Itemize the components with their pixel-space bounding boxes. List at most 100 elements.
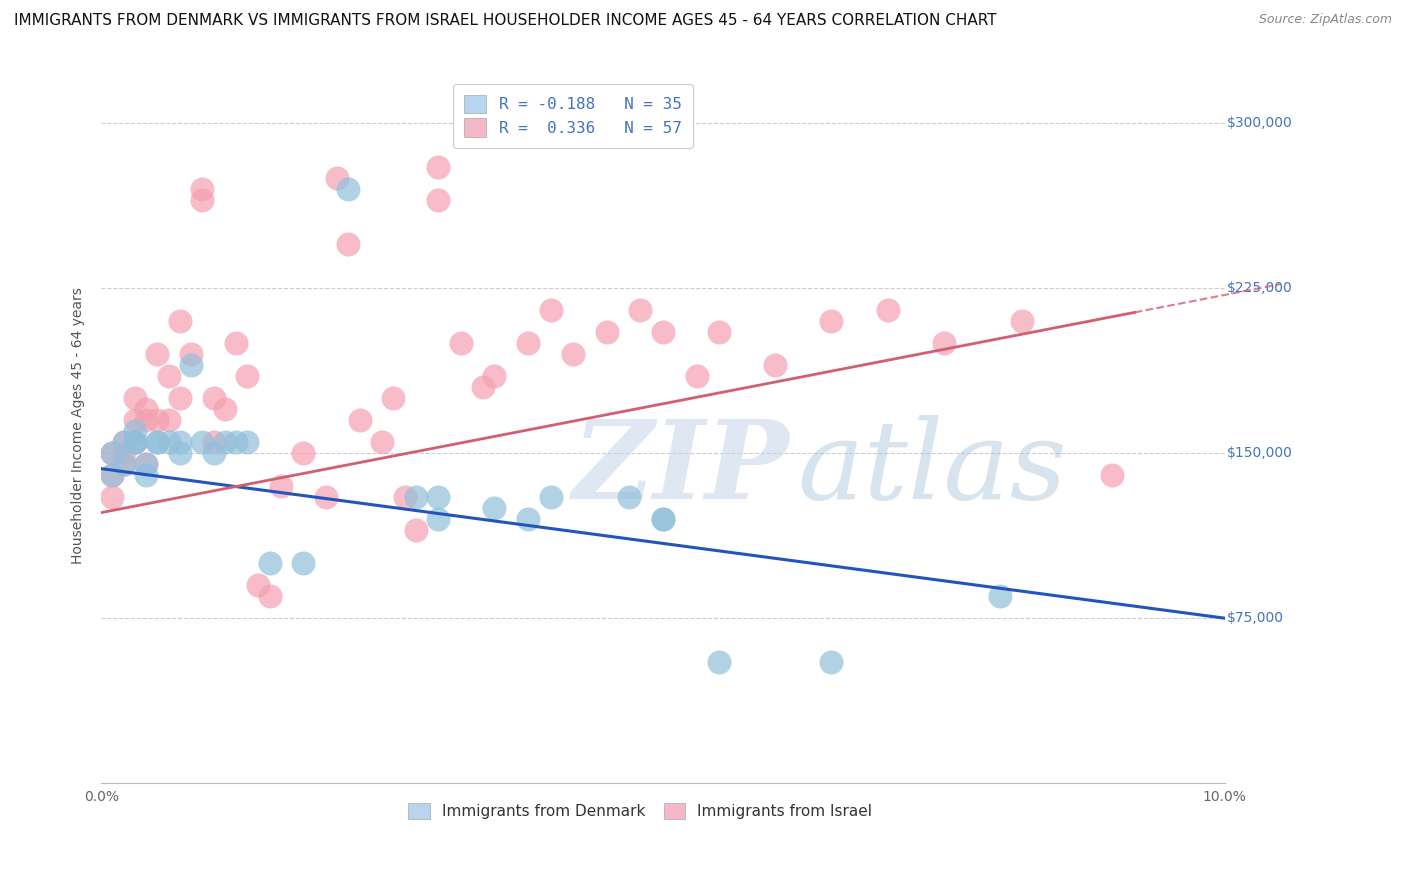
Point bbox=[292, 446, 315, 460]
Point bbox=[214, 435, 236, 450]
Point bbox=[450, 336, 472, 351]
Point bbox=[988, 589, 1011, 603]
Point bbox=[517, 512, 540, 526]
Point bbox=[169, 435, 191, 450]
Point bbox=[1011, 314, 1033, 328]
Point bbox=[169, 314, 191, 328]
Point bbox=[427, 194, 450, 208]
Point bbox=[135, 457, 157, 471]
Point bbox=[517, 336, 540, 351]
Point bbox=[180, 347, 202, 361]
Point bbox=[112, 457, 135, 471]
Point bbox=[349, 413, 371, 427]
Point bbox=[259, 589, 281, 603]
Point bbox=[135, 402, 157, 417]
Point bbox=[337, 182, 360, 196]
Text: $75,000: $75,000 bbox=[1227, 611, 1284, 625]
Point bbox=[427, 512, 450, 526]
Point bbox=[562, 347, 585, 361]
Point bbox=[394, 490, 416, 504]
Text: IMMIGRANTS FROM DENMARK VS IMMIGRANTS FROM ISRAEL HOUSEHOLDER INCOME AGES 45 - 6: IMMIGRANTS FROM DENMARK VS IMMIGRANTS FR… bbox=[14, 13, 997, 29]
Point bbox=[112, 457, 135, 471]
Point bbox=[124, 435, 146, 450]
Point bbox=[124, 424, 146, 438]
Point bbox=[191, 182, 214, 196]
Point bbox=[405, 523, 427, 537]
Point bbox=[225, 435, 247, 450]
Point bbox=[135, 413, 157, 427]
Point bbox=[326, 171, 349, 186]
Point bbox=[146, 413, 169, 427]
Point bbox=[146, 435, 169, 450]
Text: atlas: atlas bbox=[797, 415, 1067, 523]
Point bbox=[214, 402, 236, 417]
Point bbox=[112, 446, 135, 460]
Point bbox=[236, 435, 259, 450]
Point bbox=[157, 435, 180, 450]
Point bbox=[247, 578, 270, 592]
Point bbox=[820, 655, 842, 669]
Point bbox=[382, 392, 405, 406]
Point bbox=[685, 369, 707, 384]
Point bbox=[146, 435, 169, 450]
Point bbox=[124, 435, 146, 450]
Point bbox=[932, 336, 955, 351]
Point bbox=[651, 326, 673, 340]
Point bbox=[596, 326, 619, 340]
Text: $300,000: $300,000 bbox=[1227, 117, 1292, 130]
Point bbox=[540, 490, 562, 504]
Point bbox=[124, 392, 146, 406]
Point bbox=[191, 435, 214, 450]
Point bbox=[427, 161, 450, 175]
Point bbox=[169, 392, 191, 406]
Point bbox=[225, 336, 247, 351]
Point bbox=[236, 369, 259, 384]
Point bbox=[427, 490, 450, 504]
Point bbox=[763, 359, 786, 373]
Point bbox=[270, 479, 292, 493]
Point bbox=[180, 359, 202, 373]
Point bbox=[112, 435, 135, 450]
Point bbox=[707, 326, 730, 340]
Point bbox=[202, 392, 225, 406]
Text: Source: ZipAtlas.com: Source: ZipAtlas.com bbox=[1258, 13, 1392, 27]
Point bbox=[820, 314, 842, 328]
Point bbox=[371, 435, 394, 450]
Point bbox=[628, 303, 651, 318]
Point bbox=[484, 501, 506, 516]
Point bbox=[157, 413, 180, 427]
Point bbox=[101, 468, 124, 483]
Point bbox=[101, 490, 124, 504]
Point bbox=[202, 446, 225, 460]
Point bbox=[876, 303, 898, 318]
Point bbox=[617, 490, 640, 504]
Point bbox=[484, 369, 506, 384]
Point bbox=[707, 655, 730, 669]
Point bbox=[135, 457, 157, 471]
Point bbox=[651, 512, 673, 526]
Point bbox=[1101, 468, 1123, 483]
Text: $150,000: $150,000 bbox=[1227, 446, 1292, 460]
Legend: Immigrants from Denmark, Immigrants from Israel: Immigrants from Denmark, Immigrants from… bbox=[402, 797, 879, 825]
Text: ZIP: ZIP bbox=[574, 415, 790, 523]
Point bbox=[135, 468, 157, 483]
Point bbox=[157, 369, 180, 384]
Point bbox=[405, 490, 427, 504]
Point bbox=[315, 490, 337, 504]
Point bbox=[101, 468, 124, 483]
Text: $225,000: $225,000 bbox=[1227, 281, 1292, 295]
Point bbox=[124, 413, 146, 427]
Point bbox=[540, 303, 562, 318]
Y-axis label: Householder Income Ages 45 - 64 years: Householder Income Ages 45 - 64 years bbox=[72, 287, 86, 565]
Point bbox=[191, 194, 214, 208]
Point bbox=[112, 435, 135, 450]
Point bbox=[169, 446, 191, 460]
Point bbox=[146, 347, 169, 361]
Point bbox=[292, 556, 315, 570]
Point bbox=[337, 237, 360, 252]
Point bbox=[259, 556, 281, 570]
Point bbox=[101, 446, 124, 460]
Point bbox=[101, 446, 124, 460]
Point bbox=[472, 380, 495, 394]
Point bbox=[202, 435, 225, 450]
